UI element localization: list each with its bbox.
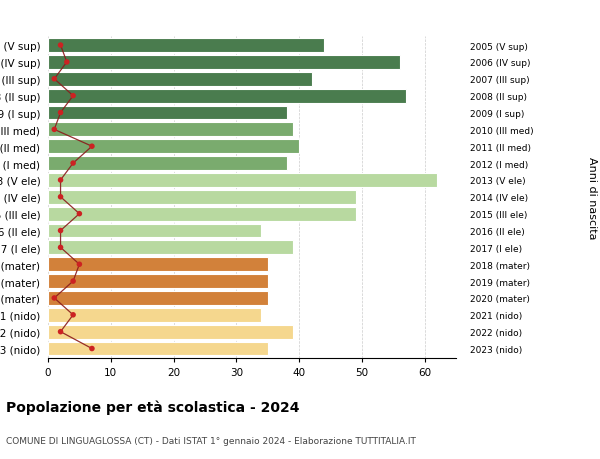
Bar	[48, 308, 262, 322]
Point	[56, 177, 65, 184]
Bar	[48, 291, 268, 305]
Point	[56, 244, 65, 252]
Bar	[48, 190, 356, 204]
Bar	[48, 274, 268, 288]
Bar	[48, 241, 293, 255]
Text: Anni di nascita: Anni di nascita	[587, 156, 597, 239]
Bar	[48, 140, 299, 154]
Text: Popolazione per età scolastica - 2024: Popolazione per età scolastica - 2024	[6, 399, 299, 414]
Point	[49, 76, 59, 83]
Bar	[48, 325, 293, 339]
Point	[56, 42, 65, 50]
Point	[68, 160, 78, 168]
Bar	[48, 157, 287, 171]
Bar	[48, 56, 400, 70]
Point	[74, 211, 84, 218]
Point	[49, 126, 59, 134]
Point	[56, 110, 65, 117]
Point	[68, 312, 78, 319]
Point	[68, 278, 78, 285]
Bar	[48, 224, 262, 238]
Bar	[48, 73, 311, 86]
Text: COMUNE DI LINGUAGLOSSA (CT) - Dati ISTAT 1° gennaio 2024 - Elaborazione TUTTITAL: COMUNE DI LINGUAGLOSSA (CT) - Dati ISTAT…	[6, 436, 416, 445]
Bar	[48, 174, 437, 187]
Bar	[48, 258, 268, 272]
Point	[56, 194, 65, 201]
Bar	[48, 342, 268, 356]
Bar	[48, 106, 287, 120]
Point	[49, 295, 59, 302]
Bar	[48, 207, 356, 221]
Point	[62, 59, 71, 67]
Bar	[48, 123, 293, 137]
Point	[74, 261, 84, 269]
Point	[56, 227, 65, 235]
Point	[68, 93, 78, 100]
Bar	[48, 90, 406, 103]
Point	[56, 328, 65, 336]
Point	[87, 143, 97, 151]
Point	[87, 345, 97, 353]
Bar	[48, 39, 324, 53]
